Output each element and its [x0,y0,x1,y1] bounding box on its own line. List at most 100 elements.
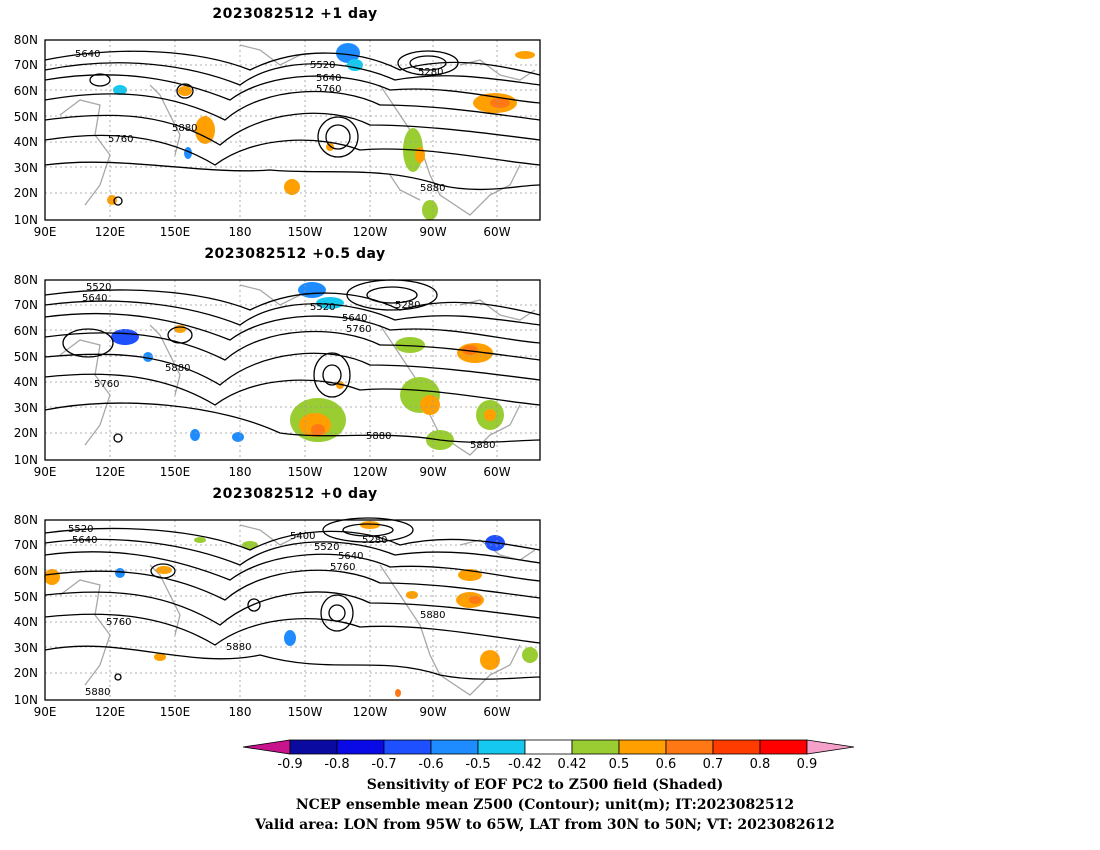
colorbar-tick-label: -0.7 [371,757,396,772]
lon-label: 60W [483,705,510,719]
lon-label: 90E [34,705,57,719]
contour-label: 5640 [72,535,97,546]
colorbar-cell [289,739,338,755]
contour-label: 5760 [106,617,131,628]
lon-label: 60W [483,465,510,479]
lat-label: 10N [14,453,38,467]
lon-axis-labels: 90E 120E 150E 180 150W 120W 90W 60W [34,225,511,239]
lat-label: 30N [14,161,38,175]
lon-label: 180 [229,705,252,719]
contour-layer [44,517,541,681]
shading-layer [44,521,538,697]
lat-axis-labels: 80N 70N 60N 50N 40N 30N 20N 10N [14,513,38,707]
lon-label: 150W [288,225,323,239]
lon-label: 150E [160,225,191,239]
contour-label: 5880 [470,440,495,451]
lat-label: 70N [14,538,38,552]
contour-label: 5880 [172,123,197,134]
colorbar-cell [336,739,385,755]
lon-label: 120W [353,705,388,719]
contour-label: 5640 [342,313,367,324]
grid-layer [45,40,540,220]
contour-label: 5280 [395,300,420,311]
contour-label: 5880 [165,363,190,374]
contour-label: 5520 [86,282,111,293]
colorbar-tick-label: 0.5 [609,757,630,772]
lat-label: 30N [14,641,38,655]
lat-label: 20N [14,666,38,680]
colorbar-cell [571,739,620,755]
lat-label: 80N [14,33,38,47]
map-panel-plus-0-day: 5520 5640 5400 5520 5640 5760 5280 5880 … [14,513,541,719]
contour-label: 5880 [420,610,445,621]
colorbar-tick-label: 0.7 [703,757,724,772]
contour-label: 5520 [314,542,339,553]
panel-title: 2023082512 +1 day [212,6,378,22]
lat-label: 80N [14,513,38,527]
lon-label: 180 [229,465,252,479]
contour-label: 5760 [346,324,371,335]
contour-label: 5520 [310,302,335,313]
contour-label: 5880 [85,687,110,698]
contour-label: 5760 [94,379,119,390]
colorbar-tick-label: -0.9 [277,757,302,772]
lon-label: 90E [34,225,57,239]
caption-line-2: NCEP ensemble mean Z500 (Contour); unit(… [295,797,795,813]
lon-label: 90E [34,465,57,479]
lat-axis-labels: 80N 70N 60N 50N 40N 30N 20N 10N [14,33,38,227]
lon-label: 120W [353,225,388,239]
lat-label: 60N [14,564,38,578]
contour-label: 5760 [316,84,341,95]
colorbar-tick-label: 0.42 [558,757,587,772]
panel-title: 2023082512 +0 day [212,486,378,502]
lon-label: 90W [419,465,446,479]
lon-label: 120E [95,225,126,239]
lat-axis-labels: 80N 70N 60N 50N 40N 30N 20N 10N [14,273,38,467]
lon-axis-labels: 90E 120E 150E 180 150W 120W 90W 60W [34,465,511,479]
lat-label: 10N [14,693,38,707]
contour-layer [44,50,541,206]
lat-label: 20N [14,426,38,440]
contour-label: 5760 [108,134,133,145]
contour-labels: 5520 5640 5520 5640 5760 5280 5880 5760 … [82,282,495,451]
lon-label: 150W [288,705,323,719]
colorbar-cell [618,739,667,755]
lat-label: 50N [14,350,38,364]
coastline-layer [59,524,536,696]
lat-label: 50N [14,110,38,124]
lon-axis-labels: 90E 120E 150E 180 150W 120W 90W 60W [34,705,511,719]
colorbar-tick-label: 0.9 [797,757,818,772]
lon-label: 120E [95,465,126,479]
shading-layer [111,282,504,450]
lon-label: 150W [288,465,323,479]
lat-label: 70N [14,298,38,312]
colorbar-cell [430,739,479,755]
colorbar-cell [759,739,808,755]
colorbar-tick-label: -0.6 [418,757,443,772]
caption-line-1: Sensitivity of EOF PC2 to Z500 field (Sh… [366,777,724,793]
contour-label: 5640 [316,73,341,84]
contour-label: 5880 [226,642,251,653]
colorbar-cell [383,739,432,755]
contour-labels: 5520 5640 5400 5520 5640 5760 5280 5880 … [68,524,445,698]
lon-label: 120W [353,465,388,479]
lat-label: 80N [14,273,38,287]
contour-label: 5280 [362,535,387,546]
lat-label: 40N [14,615,38,629]
colorbar-tick-label: 0.6 [656,757,677,772]
contour-label: 5640 [82,293,107,304]
lat-label: 40N [14,135,38,149]
grid-layer [45,280,540,460]
colorbar-cell [524,739,573,755]
map-panel-plus-half-day: 5520 5640 5520 5640 5760 5280 5880 5760 … [14,273,541,479]
lon-label: 120E [95,705,126,719]
contour-layer [44,279,541,443]
lon-label: 90W [419,225,446,239]
colorbar-tick-label: 0.8 [750,757,771,772]
lon-label: 90W [419,705,446,719]
lon-label: 60W [483,225,510,239]
colorbar-cell [665,739,714,755]
lat-label: 50N [14,590,38,604]
colorbar-cell [242,739,291,755]
caption-line-3: Valid area: LON from 95W to 65W, LAT fro… [255,817,835,833]
